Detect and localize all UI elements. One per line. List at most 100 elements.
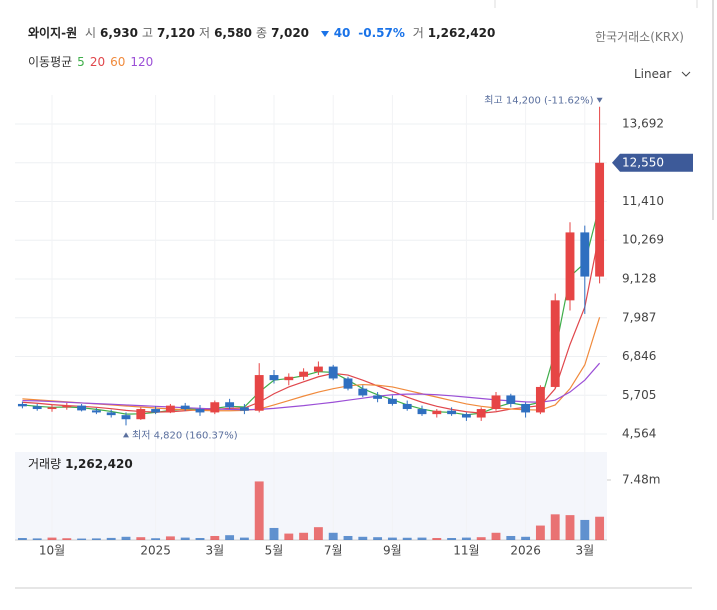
stock-name: 와이지-원 [28,26,78,40]
y-tick-label: 11,410 [622,194,664,208]
quote-value: 7,020 [271,26,310,40]
candle-body [77,405,87,411]
candle-body [284,376,294,381]
candle-body [254,375,264,411]
candle-body [225,402,235,408]
x-tick-label: 2026 [510,544,541,558]
x-tick-label: 10월 [39,544,65,558]
change: 40 [333,26,351,40]
y-tick-label: 6,846 [622,349,656,363]
candle-body [387,398,397,404]
candle-body [91,410,101,413]
volume-bar [17,537,27,540]
candle-body [299,371,309,377]
scale-select[interactable]: Linear [634,67,691,81]
volume-bar [417,537,427,540]
ma-legend-item: 20 [89,55,106,69]
y-tick-label: 10,269 [622,233,664,247]
candle-body [17,403,27,407]
x-tick-label: 3월 [205,544,224,558]
candle-body [476,409,486,418]
scale-label[interactable]: Linear [634,67,672,81]
candle-body [151,409,161,413]
volume-bar [328,532,338,540]
candle-body [550,300,560,387]
down-icon [320,30,329,37]
candle-body [491,395,501,410]
candle-body [595,162,605,277]
price-tag-label: 12,550 [622,155,664,169]
candle-body [165,405,175,413]
min-annotation: 최저 4,820 (160.37%) [132,429,238,441]
volume-bar [77,538,87,540]
candle-body [136,409,146,420]
candle-body [417,409,427,415]
candle-body [47,407,57,410]
min-marker [123,432,129,438]
y-tick-label: 4,564 [622,427,656,441]
volume-bar [121,536,131,540]
volume-bar [106,537,116,540]
ma-legend-item: 60 [110,55,126,69]
candle-body [432,410,442,415]
quote-value: 6,580 [214,26,253,40]
x-tick-label: 3월 [575,544,594,558]
candle-body [358,388,368,396]
ma-line [22,205,601,416]
candle-body [535,386,545,413]
quote-label: 고 [142,26,154,40]
volume-bar [550,514,560,540]
volume-bar [506,535,516,540]
volume-bar [447,537,457,540]
volume-bar [299,532,309,540]
volume-title: 거래량 1,262,420 [28,457,133,471]
volume-bar [180,537,190,540]
candle-body [328,366,338,379]
candle-body [239,407,249,411]
volume-bar [195,537,205,540]
ma-line [22,317,601,412]
volume-bar [358,536,368,540]
x-tick-label: 9월 [383,544,402,558]
ma-legend-item: 120 [130,55,154,69]
volume-bar [402,537,412,540]
volume-bar [387,537,397,540]
candle-body [506,395,516,404]
volume-title-label: 거래량 [28,457,61,471]
y-tick-label: 5,705 [622,388,656,402]
volume-bar [47,537,57,540]
volume-bar [62,538,72,540]
volume-bar [521,536,531,540]
ma-line [22,232,601,414]
ma-legend: 이동평균 5 20 60 120 [28,53,158,70]
candle-body [106,412,116,416]
x-tick-label: 11월 [453,544,479,558]
quote-label: 시 [84,26,97,40]
max-marker [596,97,603,103]
volume-bar [254,481,264,540]
y-tick-label: 7.48m [622,472,660,486]
ma-legend-item: 5 [77,55,85,69]
change-pct: -0.57% [358,26,405,40]
volume-bar [210,535,220,540]
candle-body [402,403,412,410]
candle-body [521,403,531,413]
max-annotation: 최고 14,200 (-11.62%) [484,95,593,107]
quote-label: 종 [256,26,268,40]
volume-bar [32,538,42,540]
x-tick-label: 5월 [265,544,284,558]
ma-line [22,362,601,411]
volume-bar [491,532,501,540]
volume-title-value: 1,262,420 [65,457,133,471]
candle-body [343,378,353,389]
volume-bar [225,535,235,540]
volume-bar [373,537,383,540]
x-tick-label: 2025 [140,544,171,558]
quote-value: 7,120 [157,26,196,40]
volume-bar [284,533,294,540]
y-tick-label: 9,128 [622,272,656,286]
candle-body [565,232,575,301]
volume-label: 거 [412,26,424,40]
